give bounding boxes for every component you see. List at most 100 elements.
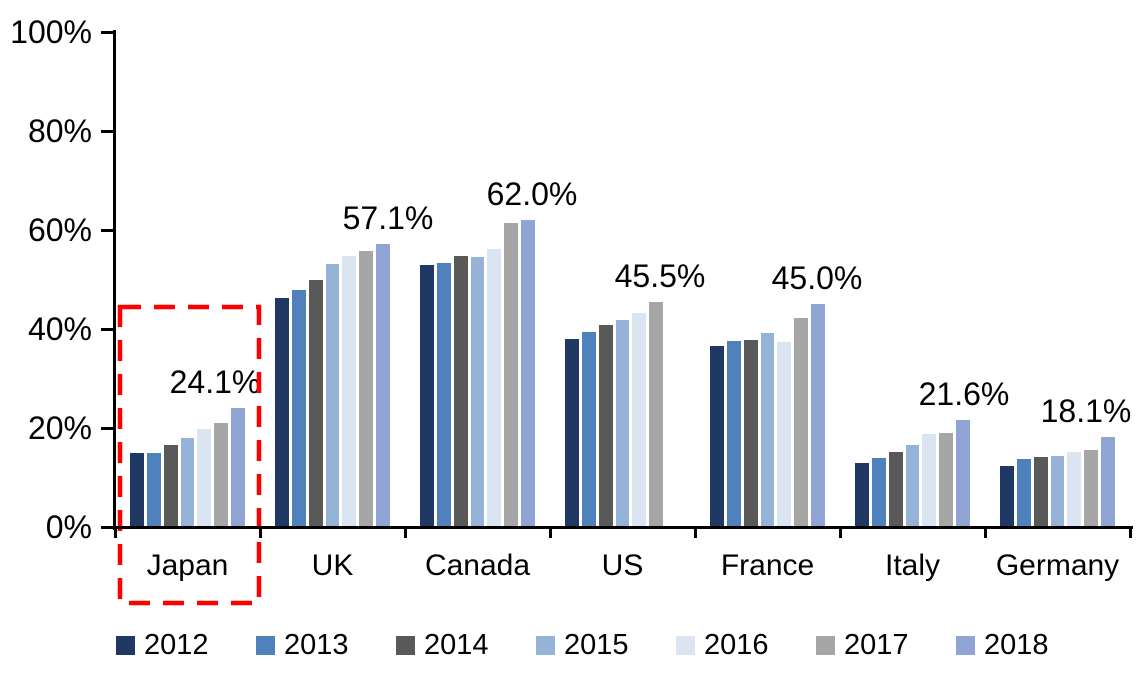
x-axis-tick bbox=[1128, 527, 1132, 538]
legend-label-2015: 2015 bbox=[564, 629, 629, 661]
value-callout-france: 45.0% bbox=[771, 260, 863, 297]
legend-item-2014: 2014 bbox=[396, 630, 489, 660]
y-axis-label-20: 20% bbox=[27, 410, 92, 446]
bar-uk-2017 bbox=[359, 250, 373, 527]
category-label-germany: Germany bbox=[995, 549, 1120, 582]
bar-uk-2018 bbox=[376, 244, 390, 527]
x-axis-tick bbox=[403, 527, 407, 538]
bar-germany-2018 bbox=[1101, 437, 1115, 527]
bar-japan-2018 bbox=[231, 407, 245, 527]
category-label-uk: UK bbox=[311, 549, 354, 582]
bar-uk-2016 bbox=[342, 255, 357, 527]
bar-us-2013 bbox=[582, 331, 596, 527]
legend-swatch-2016 bbox=[676, 635, 695, 655]
bar-us-2015 bbox=[615, 320, 630, 527]
y-axis-line bbox=[113, 30, 116, 530]
bar-japan-2014 bbox=[163, 444, 178, 527]
bar-italy-2015 bbox=[905, 444, 920, 527]
bar-germany-2014 bbox=[1033, 457, 1048, 527]
legend-item-2012: 2012 bbox=[116, 630, 209, 660]
bar-germany-2017 bbox=[1084, 449, 1098, 527]
bar-italy-2013 bbox=[872, 458, 886, 527]
legend-item-2018: 2018 bbox=[956, 630, 1049, 660]
x-axis-tick bbox=[693, 527, 697, 538]
bar-canada-2015 bbox=[470, 256, 485, 527]
y-axis-tick bbox=[101, 228, 115, 232]
bar-france-2018 bbox=[811, 304, 825, 528]
bar-germany-2012 bbox=[1000, 465, 1014, 527]
y-axis-tick bbox=[101, 327, 115, 331]
legend-swatch-2013 bbox=[256, 635, 275, 655]
value-callout-us: 45.5% bbox=[614, 257, 706, 294]
category-label-italy: Italy bbox=[884, 549, 941, 582]
legend-swatch-2018 bbox=[956, 635, 975, 655]
y-axis-label-0: 0% bbox=[45, 509, 92, 545]
x-axis-tick bbox=[983, 527, 987, 538]
value-callout-canada: 62.0% bbox=[486, 176, 578, 213]
bar-france-2017 bbox=[794, 317, 808, 527]
bar-germany-2016 bbox=[1067, 452, 1082, 527]
legend-swatch-2014 bbox=[396, 635, 415, 655]
legend-label-2014: 2014 bbox=[424, 629, 489, 661]
bar-japan-2013 bbox=[147, 452, 161, 528]
legend-label-2016: 2016 bbox=[704, 629, 769, 661]
category-label-canada: Canada bbox=[424, 549, 531, 582]
category-label-us: US bbox=[601, 549, 644, 582]
legend-label-2013: 2013 bbox=[284, 629, 349, 661]
value-callout-italy: 21.6% bbox=[918, 376, 1010, 413]
legend-label-2012: 2012 bbox=[144, 629, 209, 661]
x-axis-line bbox=[113, 526, 1133, 529]
y-axis-tick bbox=[101, 525, 115, 529]
bar-canada-2016 bbox=[487, 249, 502, 527]
bar-italy-2012 bbox=[855, 462, 869, 527]
legend-item-2013: 2013 bbox=[256, 630, 349, 660]
bar-italy-2014 bbox=[888, 452, 903, 527]
value-callout-uk: 57.1% bbox=[342, 200, 434, 237]
bar-japan-2017 bbox=[214, 423, 228, 528]
x-axis-tick bbox=[258, 527, 262, 538]
legend-item-2015: 2015 bbox=[536, 630, 629, 660]
bar-us-2017 bbox=[649, 301, 663, 527]
legend-swatch-2012 bbox=[116, 635, 135, 655]
bar-canada-2012 bbox=[420, 264, 434, 527]
bar-japan-2016 bbox=[197, 428, 212, 527]
bar-italy-2018 bbox=[956, 420, 970, 527]
bar-canada-2017 bbox=[504, 222, 518, 527]
bar-canada-2013 bbox=[437, 262, 451, 527]
y-axis-label-80: 80% bbox=[27, 113, 92, 149]
y-axis-tick bbox=[101, 30, 115, 34]
y-axis-label-40: 40% bbox=[27, 311, 92, 347]
bar-uk-2015 bbox=[325, 263, 340, 527]
bar-france-2015 bbox=[760, 332, 775, 527]
y-axis-tick bbox=[101, 129, 115, 133]
category-label-france: France bbox=[720, 549, 815, 582]
bar-france-2014 bbox=[743, 339, 758, 527]
bar-uk-2012 bbox=[275, 297, 289, 527]
bar-uk-2013 bbox=[292, 290, 306, 527]
legend-item-2016: 2016 bbox=[676, 630, 769, 660]
value-callout-germany: 18.1% bbox=[1040, 393, 1132, 430]
x-axis-tick bbox=[548, 527, 552, 538]
bar-germany-2013 bbox=[1017, 459, 1031, 527]
legend-swatch-2015 bbox=[536, 635, 555, 655]
legend-label-2018: 2018 bbox=[984, 629, 1049, 661]
bar-italy-2017 bbox=[939, 432, 953, 527]
bar-us-2012 bbox=[565, 338, 579, 527]
x-axis-tick bbox=[113, 527, 117, 538]
bar-germany-2015 bbox=[1050, 455, 1065, 527]
value-callout-japan: 24.1% bbox=[169, 363, 261, 400]
legend-label-2017: 2017 bbox=[844, 629, 909, 661]
bar-france-2012 bbox=[710, 346, 724, 527]
bar-france-2013 bbox=[727, 340, 741, 527]
legend-swatch-2017 bbox=[816, 635, 835, 655]
bar-canada-2014 bbox=[453, 255, 468, 527]
y-axis-tick bbox=[101, 426, 115, 430]
bar-canada-2018 bbox=[521, 220, 535, 527]
bar-uk-2014 bbox=[308, 279, 323, 527]
bar-italy-2016 bbox=[922, 434, 937, 527]
y-axis-label-100: 100% bbox=[10, 14, 92, 50]
legend-item-2017: 2017 bbox=[816, 630, 909, 660]
bar-us-2016 bbox=[632, 312, 647, 527]
x-axis-tick bbox=[838, 527, 842, 538]
